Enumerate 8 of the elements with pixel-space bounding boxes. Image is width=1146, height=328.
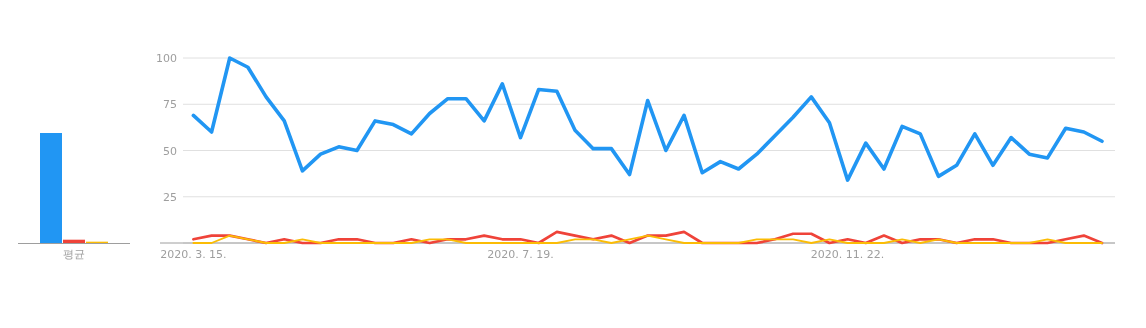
y-tick-label: 50 xyxy=(163,144,177,158)
x-tick-label: 평균 xyxy=(63,248,85,261)
x-tick-label: 2020. 11. 22. xyxy=(810,248,885,261)
x-tick-label: 2020. 7. 19. xyxy=(487,248,554,261)
x-tick-label: 2020. 3. 15. xyxy=(160,248,227,261)
y-tick-label: 25 xyxy=(163,190,177,204)
y-tick-label: 75 xyxy=(163,98,177,112)
y-tick-label: 100 xyxy=(156,52,177,65)
